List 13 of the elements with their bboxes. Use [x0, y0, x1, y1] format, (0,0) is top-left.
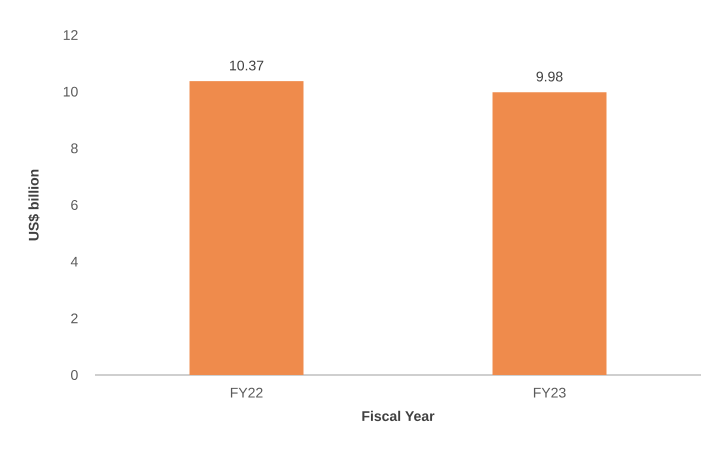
- y-axis-title: US$ billion: [28, 170, 40, 240]
- y-tick-label: 0: [71, 370, 78, 380]
- y-tick-label: 10: [64, 86, 78, 97]
- y-tick-label: 2: [71, 313, 78, 324]
- data-label: 9.98: [536, 72, 563, 82]
- x-axis-title: Fiscal Year: [362, 410, 434, 422]
- x-tick-label: FY23: [534, 388, 566, 398]
- y-tick-label: 4: [70, 256, 78, 266]
- y-tick-label: 8: [71, 143, 78, 154]
- y-tick-label: 6: [71, 200, 78, 210]
- data-label: 10.37: [230, 60, 264, 70]
- y-tick-label: 12: [64, 30, 78, 40]
- x-tick-label: FY22: [230, 388, 263, 398]
